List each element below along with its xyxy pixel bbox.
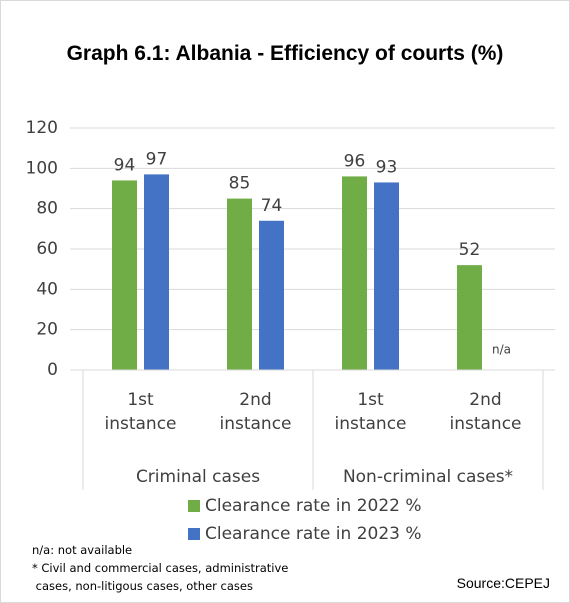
y-tick-label: 80 [36, 199, 58, 219]
x-tick-label: 2nd instance [449, 390, 522, 434]
y-tick-label: 20 [36, 320, 58, 340]
bar [227, 198, 252, 370]
legend-swatch [188, 528, 200, 540]
group-label: Non-criminal cases* [343, 467, 513, 487]
y-tick-label: 0 [47, 360, 58, 380]
bar [112, 180, 137, 370]
source: Source:CEPEJ [456, 575, 550, 591]
value-label: n/a [492, 343, 511, 357]
bar [374, 182, 399, 370]
bar [457, 265, 482, 370]
bar [144, 174, 169, 370]
value-label: 85 [229, 174, 251, 194]
value-label: 97 [146, 149, 168, 169]
footnote: cases, non-litigous cases, other cases [32, 579, 253, 593]
footnote: * Civil and commercial cases, administra… [32, 561, 289, 575]
group-label: Criminal cases [136, 467, 260, 487]
legend-label: Clearance rate in 2022 % [205, 496, 422, 516]
value-label: 94 [114, 155, 136, 175]
value-label: 93 [376, 157, 398, 177]
value-label: 96 [344, 151, 366, 171]
value-label: 52 [459, 240, 481, 260]
value-label: 74 [261, 196, 283, 216]
y-tick-label: 120 [26, 118, 58, 138]
bar [259, 220, 284, 370]
y-tick-label: 40 [36, 279, 58, 299]
bar [342, 176, 367, 370]
y-tick-label: 100 [26, 158, 58, 178]
legend-swatch [188, 500, 200, 512]
y-tick-label: 60 [36, 239, 58, 259]
x-tick-label: 1st instance [334, 390, 407, 434]
x-tick-label: 1st instance [104, 390, 177, 434]
footnote: n/a: not available [32, 543, 133, 557]
chart-title: Graph 6.1: Albania - Efficiency of court… [66, 42, 504, 65]
x-tick-label: 2nd instance [219, 390, 292, 434]
legend-label: Clearance rate in 2023 % [205, 524, 422, 544]
